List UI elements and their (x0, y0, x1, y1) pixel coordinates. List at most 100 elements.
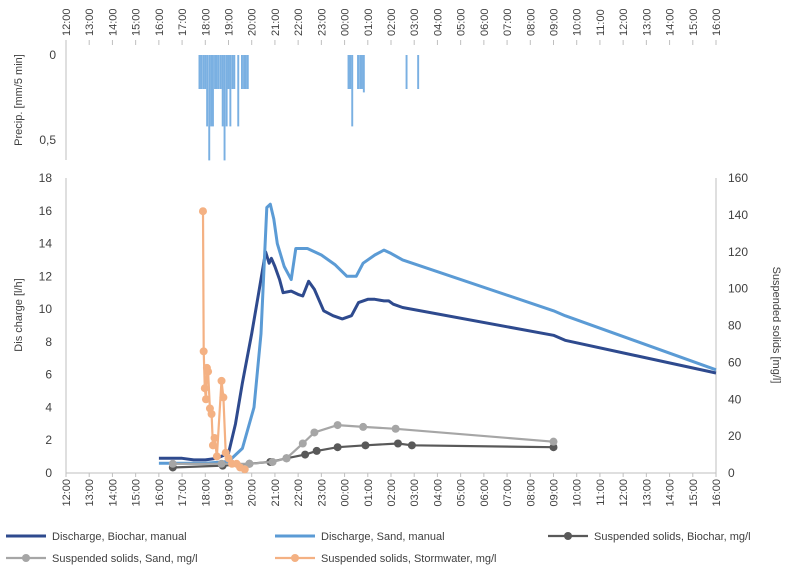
precip-bar (227, 55, 230, 89)
precip-bar (405, 55, 408, 89)
top-x-tick-label: 08:00 (525, 8, 537, 36)
series-point (204, 367, 213, 376)
series-point (407, 441, 416, 450)
series-point (212, 452, 221, 461)
left-y-tick-label: 4 (45, 400, 52, 414)
top-x-tick-label: 05:00 (456, 8, 468, 36)
precip-bar (210, 55, 213, 127)
top-x-tick-label: 07:00 (502, 8, 514, 36)
series-point (198, 207, 207, 216)
series-point (268, 457, 277, 466)
precip-bar (246, 55, 249, 89)
right-y-tick-label: 20 (728, 429, 742, 443)
series-point (208, 441, 217, 450)
x-tick-label: 01:00 (363, 479, 375, 507)
x-tick-label: 07:00 (502, 479, 514, 507)
right-y-tick-label: 120 (728, 245, 748, 259)
top-x-tick-label: 12:00 (61, 8, 73, 36)
precip-bar (244, 55, 247, 89)
left-y-tick-label: 8 (45, 335, 52, 349)
precip-bar (215, 55, 218, 89)
precip-bar (200, 55, 203, 89)
precip-bar (229, 55, 232, 127)
legend-marker (22, 554, 30, 562)
x-tick-label: 02:00 (386, 479, 398, 507)
x-tick-label: 08:00 (525, 479, 537, 507)
left-y-tick-label: 16 (39, 204, 53, 218)
discharge-panel: 0 2 4 6 8 10 12 14 16 18 0 20 40 60 80 100 120 140 160 Dis … (13, 171, 782, 507)
x-tick-label: 10:00 (572, 479, 584, 507)
legend-label: Suspended solids, Sand, mg/l (52, 553, 198, 565)
series-point (549, 443, 558, 452)
precip-bar (240, 55, 243, 89)
left-y-tick-label: 6 (45, 368, 52, 382)
top-y-tick-label: 0 (49, 48, 56, 62)
precip-bar (219, 55, 222, 89)
x-tick-label: 15:00 (688, 479, 700, 507)
precip-bar (217, 55, 220, 89)
series-line (201, 211, 246, 471)
precip-bar (198, 55, 201, 89)
series-point (393, 439, 402, 448)
legend-marker (564, 532, 572, 540)
precip-bar (243, 55, 246, 89)
precip-bar (347, 55, 350, 89)
series-point (333, 421, 342, 430)
right-y-tick-label: 100 (728, 282, 748, 296)
legend-label: Discharge, Sand, manual (321, 531, 445, 543)
precip-bar (206, 55, 209, 127)
top-x-tick-label: 23:00 (316, 8, 328, 36)
top-y-axis-label: Precip. [mm/5 min] (13, 54, 25, 146)
top-x-tick-label: 15:00 (688, 8, 700, 36)
series-line (158, 202, 717, 465)
precip-bar (211, 55, 214, 127)
precip-bar (362, 55, 365, 93)
legend-label: Suspended solids, Stormwater, mg/l (321, 553, 496, 565)
top-x-tick-label: 10:00 (572, 8, 584, 36)
x-tick-label: 00:00 (340, 479, 352, 507)
series-line (158, 250, 717, 462)
series-point (217, 376, 226, 385)
x-tick-label: 12:00 (618, 479, 630, 507)
x-tick-label: 16:00 (154, 479, 166, 507)
precip-bar (351, 55, 354, 127)
precip-bar (349, 55, 352, 89)
legend-marker (291, 554, 299, 562)
series-point (298, 439, 307, 448)
top-x-tick-label: 14:00 (665, 8, 677, 36)
x-tick-label: 03:00 (409, 479, 421, 507)
top-x-tick-label: 21:00 (270, 8, 282, 36)
precip-bar (357, 55, 360, 89)
series-point (207, 410, 216, 418)
series-point (361, 441, 370, 450)
series-point (219, 393, 228, 402)
series-point (391, 424, 400, 433)
x-tick-label: 23:00 (316, 479, 328, 507)
series-point (359, 422, 368, 431)
x-tick-label: 16:00 (711, 479, 723, 507)
left-y-tick-label: 18 (39, 171, 53, 185)
precip-bar (225, 55, 228, 127)
x-tick-label: 17:00 (177, 479, 189, 507)
x-tick-label: 20:00 (247, 479, 259, 507)
top-x-tick-label: 02:00 (386, 8, 398, 36)
top-x-tick-label: 14:00 (107, 8, 119, 36)
x-tick-label: 13:00 (84, 479, 96, 507)
precip-bar (221, 55, 224, 127)
series-point (312, 446, 321, 455)
top-x-tick-label: 09:00 (549, 8, 561, 36)
precip-bar (417, 55, 420, 89)
legend: Discharge, Biochar, manual Discharge, San… (6, 531, 751, 565)
right-y-tick-label: 40 (728, 392, 742, 406)
x-tick-label: 15:00 (131, 479, 143, 507)
right-y-tick-label: 0 (728, 466, 735, 480)
precip-bar (361, 55, 363, 89)
x-tick-label: 22:00 (293, 479, 305, 507)
top-x-tick-label: 13:00 (84, 8, 96, 36)
x-tick-label: 09:00 (549, 479, 561, 507)
x-tick-label: 21:00 (270, 479, 282, 507)
precip-bar (237, 55, 240, 127)
top-x-tick-label: 18:00 (200, 8, 212, 36)
precip-bar (223, 55, 226, 161)
